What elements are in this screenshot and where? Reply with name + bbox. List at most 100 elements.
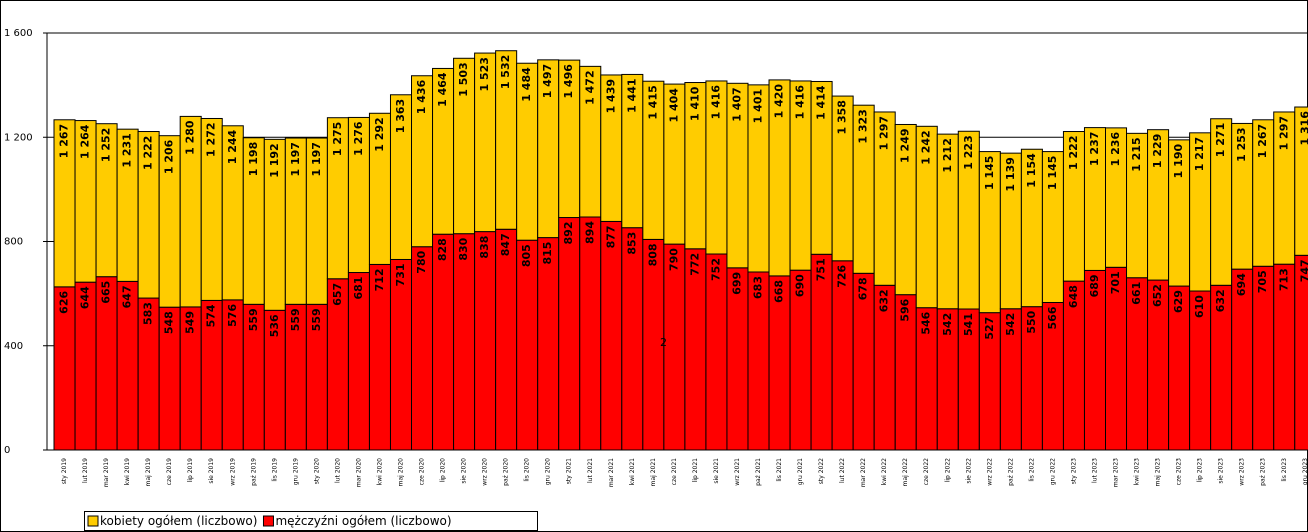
x-tick-label: sie 2019 (208, 458, 215, 484)
total-label: 1 271 (1214, 123, 1227, 157)
total-label: 1 436 (415, 79, 428, 114)
total-label: 1 229 (1151, 134, 1164, 168)
total-label: 1 363 (394, 99, 407, 133)
bar-segment (558, 217, 581, 451)
x-tick-label: maj 2019 (145, 458, 152, 487)
total-label: 1 292 (373, 117, 386, 151)
bar-segment (600, 220, 623, 451)
bar-segment (684, 248, 707, 451)
data-label: 828 (436, 238, 449, 261)
total-label: 1 416 (794, 85, 807, 120)
data-label: 632 (878, 289, 891, 312)
total-label: 1 237 (1088, 132, 1101, 166)
total-label: 1 410 (688, 86, 701, 121)
total-label: 1 192 (268, 143, 281, 177)
data-label: 559 (289, 308, 302, 331)
total-label: 1 439 (604, 79, 617, 113)
total-label: 1 198 (247, 142, 260, 176)
total-label: 1 472 (583, 70, 596, 104)
x-tick-label: cze 2022 (923, 458, 930, 485)
data-label: 747 (1298, 259, 1308, 282)
data-label: 632 (1214, 289, 1227, 312)
x-tick-label: sty 2019 (61, 458, 68, 484)
total-label: 1 414 (815, 85, 828, 120)
total-label: 1 145 (1046, 156, 1059, 190)
x-tick-label: lip 2022 (944, 458, 951, 483)
total-label: 1 316 (1298, 111, 1308, 146)
data-label: 541 (962, 313, 975, 336)
total-label: 1 145 (983, 156, 996, 190)
x-tick-label: wrz 2023 (1239, 458, 1246, 486)
data-label: 690 (794, 274, 807, 297)
total-label: 1 420 (773, 84, 786, 119)
data-label: 610 (1193, 295, 1206, 318)
data-label: 726 (836, 264, 849, 287)
x-tick-label: lut 2021 (587, 458, 594, 483)
total-label: 1 464 (436, 72, 449, 107)
x-tick-label: mar 2019 (103, 458, 110, 487)
data-label: 626 (58, 291, 71, 314)
x-tick-label: maj 2021 (650, 458, 657, 487)
data-label: 546 (920, 311, 933, 334)
data-label: 629 (1172, 290, 1185, 313)
y-tick-label: 400 (4, 341, 23, 352)
total-label: 1 532 (499, 55, 512, 89)
x-tick-label: lut 2022 (839, 458, 846, 483)
x-tick-label: maj 2023 (1155, 458, 1162, 487)
total-label: 1 139 (1004, 157, 1017, 191)
legend: kobiety ogółem (liczbowo) mężczyźni ogółe… (84, 511, 538, 531)
data-label: 751 (815, 258, 828, 281)
data-label: 877 (604, 225, 617, 248)
data-label: 683 (752, 276, 765, 299)
data-label: 701 (1109, 271, 1122, 294)
data-label: 805 (520, 244, 533, 267)
bar-segment (1294, 254, 1308, 451)
legend-swatch (262, 515, 274, 527)
x-tick-label: lut 2023 (1091, 458, 1098, 483)
x-tick-label: cze 2023 (1176, 458, 1183, 485)
data-label: 542 (1004, 313, 1017, 336)
total-label: 1 496 (562, 64, 575, 99)
x-tick-label: sty 2022 (818, 458, 825, 484)
data-label: 559 (310, 308, 323, 331)
total-label: 1 275 (331, 122, 344, 156)
total-label: 1 231 (121, 133, 134, 167)
total-label: 1 280 (184, 120, 197, 155)
bar-segment (537, 237, 560, 451)
data-label: 847 (499, 233, 512, 256)
total-label: 1 267 (1256, 124, 1269, 158)
data-label: 657 (331, 283, 344, 306)
x-tick-label: kwi 2021 (629, 458, 636, 485)
total-label: 1 523 (478, 57, 491, 91)
x-tick-label: paź 2021 (755, 458, 762, 486)
total-label: 1 404 (667, 88, 680, 123)
x-tick-label: mar 2021 (608, 458, 615, 487)
x-tick-label: sty 2020 (313, 458, 320, 484)
x-tick-label: gru 2019 (292, 458, 299, 485)
data-label: 705 (1256, 270, 1269, 293)
data-label: 694 (1235, 273, 1248, 296)
total-label: 1 497 (541, 64, 554, 98)
data-label: 699 (730, 272, 743, 295)
x-tick-label: maj 2022 (902, 458, 909, 487)
x-tick-label: wrz 2020 (482, 458, 489, 486)
total-label: 1 197 (310, 142, 323, 176)
data-label: 542 (941, 313, 954, 336)
x-tick-label: paź 2023 (1260, 458, 1267, 486)
data-label: 772 (688, 253, 701, 276)
data-label: 574 (205, 304, 218, 327)
bar-segment (831, 260, 854, 451)
data-label: 583 (142, 302, 155, 325)
data-label: 644 (79, 286, 92, 309)
x-tick-label: cze 2020 (419, 458, 426, 485)
y-tick-label: 1 600 (4, 28, 33, 39)
x-tick-label: lip 2021 (692, 458, 699, 483)
legend-label: mężczyźni ogółem (liczbowo) (275, 514, 451, 528)
y-tick-label: 800 (4, 237, 23, 248)
total-label: 1 503 (457, 62, 470, 96)
data-label: 681 (352, 277, 365, 300)
x-tick-label: kwi 2019 (124, 458, 131, 485)
x-tick-label: kwi 2022 (881, 458, 888, 485)
bar-segment (705, 253, 728, 451)
